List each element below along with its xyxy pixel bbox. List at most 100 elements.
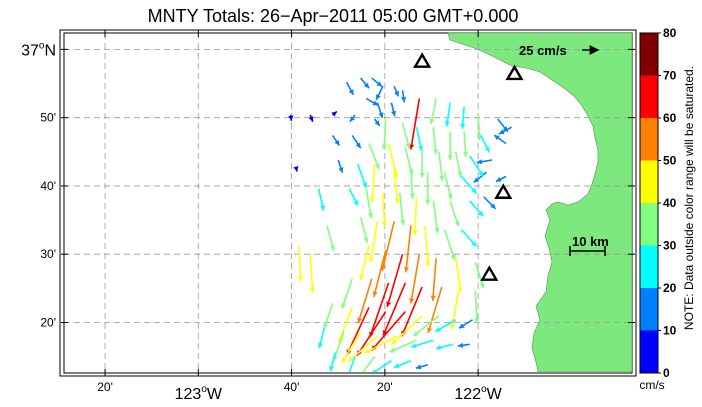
current-vector (347, 335, 378, 363)
current-vector-head (403, 267, 409, 273)
current-vector-head (341, 357, 347, 363)
colorbar-segment (640, 245, 658, 288)
current-vector-head (478, 170, 484, 177)
current-vector-head (409, 144, 415, 150)
current-vector-head (355, 142, 361, 149)
current-vector-head (357, 317, 363, 323)
colorbar-tick-label: 10 (663, 324, 677, 338)
current-vector-head (363, 82, 370, 89)
current-vector (414, 196, 418, 236)
current-vector-head (479, 282, 485, 288)
land-mass (447, 32, 632, 372)
scale-vector-label: 25 cm/s (519, 43, 567, 58)
colorbar-segment (640, 33, 658, 76)
current-vector (410, 254, 421, 304)
current-vector (359, 245, 370, 281)
current-vector-head (308, 116, 314, 122)
current-vector-head (429, 118, 435, 125)
current-vector-head (362, 182, 368, 188)
current-vector (401, 286, 423, 337)
current-vector-head (419, 172, 425, 178)
current-vector-head (447, 193, 453, 200)
current-vector-head (374, 163, 380, 170)
current-vector (474, 291, 478, 324)
current-vector (405, 225, 412, 273)
current-vector (410, 98, 421, 150)
current-vector-head (498, 129, 505, 135)
current-vector (298, 245, 302, 282)
current-vector-head (425, 199, 431, 205)
current-vector-head (368, 256, 374, 263)
current-vector (431, 258, 437, 301)
current-vector (450, 290, 460, 330)
current-vector (371, 164, 376, 203)
colorbar-tick-label: 80 (663, 26, 677, 40)
x-tick-label: 20' (377, 380, 393, 394)
current-vector-head (413, 330, 419, 337)
distance-scale: 10 km (569, 234, 609, 256)
current-vector-head (360, 371, 361, 372)
colorbar-tick-label: 0 (663, 366, 670, 380)
colorbar-tick-label: 30 (663, 239, 677, 253)
current-vector-head (415, 364, 422, 370)
current-vector (372, 360, 392, 372)
colorbar-tick-label: 50 (663, 154, 677, 168)
current-vector-head (372, 291, 378, 297)
current-vector-head (473, 177, 480, 183)
y-tick-label: 30' (40, 247, 56, 261)
current-vector (357, 278, 373, 324)
current-vector-head (495, 176, 502, 182)
current-vector (341, 278, 353, 309)
current-vector-head (359, 274, 365, 281)
colorbar-tick-label: 70 (663, 69, 677, 83)
current-vector-head (376, 94, 381, 100)
current-vector-head (386, 301, 392, 307)
current-vector-head (490, 203, 496, 209)
current-vector (337, 307, 353, 344)
colorbar-segment (640, 75, 658, 118)
current-vector-head (391, 110, 397, 117)
current-vector-head (427, 327, 433, 333)
current-vector-head (405, 143, 411, 149)
y-tick-label: 40' (40, 179, 56, 193)
x-tick-label: 123oW (175, 384, 223, 403)
y-tick-label: 37oN (21, 40, 56, 59)
current-vector-head (450, 254, 456, 261)
current-vector-head (369, 197, 375, 203)
current-vector-head (334, 140, 340, 146)
current-vector (369, 221, 379, 263)
current-vector-head (309, 287, 316, 293)
current-vector (424, 225, 430, 267)
current-vector-head (323, 323, 329, 329)
current-vector (370, 311, 406, 352)
current-vector-head (330, 245, 336, 252)
y-tick-label: 20' (40, 315, 56, 329)
colorbar-segment (640, 330, 658, 373)
radar-site-marker (413, 52, 432, 68)
current-vector-head (430, 295, 436, 301)
current-vector-head (393, 363, 400, 369)
current-vector-head (349, 116, 355, 122)
current-vector-head (457, 286, 463, 293)
current-vector (382, 192, 386, 227)
x-tick-label: 20' (97, 380, 113, 394)
colorbar-tick-label: 20 (663, 281, 677, 295)
current-vector (454, 258, 462, 293)
current-vector-head (460, 123, 466, 129)
radar-site-marker (480, 265, 499, 281)
current-vector (373, 249, 387, 298)
colorbar: 0 10 20 30 40 50 60 70 80 (639, 26, 677, 380)
current-vector (356, 311, 387, 357)
current-vector (362, 356, 376, 372)
current-vector-head (457, 171, 463, 178)
current-vector (382, 282, 407, 336)
current-vector-head (471, 187, 477, 194)
current-vector-head (391, 339, 397, 345)
current-vector (309, 254, 314, 293)
current-vector-head (447, 155, 453, 161)
current-vector-head (409, 193, 415, 199)
current-vector-head (394, 198, 400, 204)
current-vector (332, 331, 345, 362)
colorbar-segment (640, 160, 658, 203)
current-vector-head (374, 120, 380, 126)
